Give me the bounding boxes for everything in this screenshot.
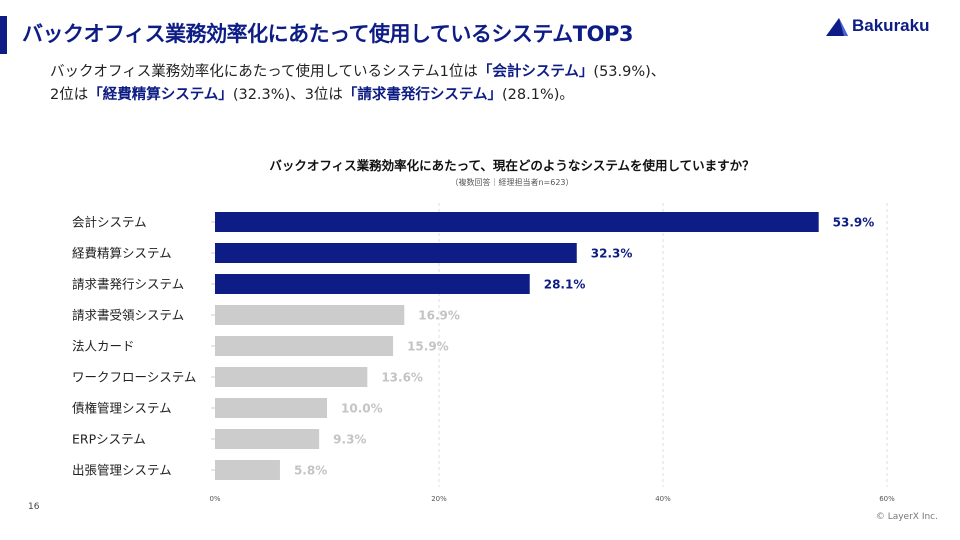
value-label: 16.9% <box>418 309 460 323</box>
summary-part: 2位は <box>50 87 89 103</box>
summary-highlight-1: 「会計システム」 <box>477 64 594 80</box>
category-label: 会計システム <box>72 215 147 230</box>
chart-title: バックオフィス業務効率化にあたって、現在どのようなシステムを使用していますか？ <box>269 158 755 173</box>
summary-line-1: バックオフィス業務効率化にあたって使用しているシステム1位は「会計システム」(5… <box>50 61 665 84</box>
category-label: ワークフローシステム <box>72 370 196 385</box>
summary-highlight-3: 「請求書発行システム」 <box>342 87 502 103</box>
bar <box>215 305 405 325</box>
category-label: 出張管理システム <box>72 463 172 478</box>
x-tick-label: 40% <box>655 495 671 503</box>
bar <box>215 274 530 294</box>
category-label: 請求書発行システム <box>72 277 184 292</box>
value-label: 13.6% <box>381 371 423 385</box>
page-number: 16 <box>28 502 40 512</box>
bar <box>215 367 368 387</box>
title-accent-bar <box>0 16 7 54</box>
summary-highlight-2: 「経費精算システム」 <box>88 87 233 103</box>
bar <box>215 398 327 418</box>
copyright: © LayerX Inc. <box>875 512 938 522</box>
bar <box>215 243 577 263</box>
value-label: 5.8% <box>294 464 327 478</box>
value-label: 28.1% <box>544 278 586 292</box>
category-label: 法人カード <box>72 339 135 354</box>
bar-chart: 0% 20% 40% 60% 会計システム 53.9% 経費精算システム 32.3% 請求書発行… <box>72 203 895 503</box>
category-label: 債権管理システム <box>72 401 172 416</box>
x-tick-label: 20% <box>431 495 447 503</box>
bar <box>215 336 394 356</box>
summary-text: バックオフィス業務効率化にあたって使用しているシステム1位は「会計システム」(5… <box>50 61 665 107</box>
value-label: 15.9% <box>407 340 449 354</box>
x-tick-label: 60% <box>879 495 895 503</box>
logo-text: Bakuraku <box>852 16 930 35</box>
bar <box>215 212 819 232</box>
summary-line-2: 2位は「経費精算システム」(32.3%)、3位は「請求書発行システム」(28.1… <box>50 84 665 107</box>
summary-part: (32.3%)、3位は <box>232 87 343 103</box>
value-label: 32.3% <box>591 247 633 261</box>
bakuraku-logo: Bakuraku <box>826 16 929 36</box>
category-label: ERPシステム <box>72 432 146 447</box>
value-label: 53.9% <box>833 216 875 230</box>
bakuraku-logo-icon <box>826 18 848 36</box>
value-label: 9.3% <box>333 433 366 447</box>
summary-part: (28.1%)。 <box>502 87 574 103</box>
category-label: 経費精算システム <box>72 246 172 261</box>
summary-part: バックオフィス業務効率化にあたって使用しているシステム1位は <box>50 64 478 80</box>
bar <box>215 460 280 480</box>
bar <box>215 429 320 449</box>
summary-part: (53.9%)、 <box>593 64 666 80</box>
slide-title: バックオフィス業務効率化にあたって使用しているシステムTOP3 <box>22 22 633 46</box>
chart-subtitle: （複数回答｜経理担当者n=623） <box>450 178 574 187</box>
category-label: 請求書受領システム <box>72 308 184 323</box>
value-label: 10.0% <box>341 402 383 416</box>
x-tick-label: 0% <box>209 495 220 503</box>
